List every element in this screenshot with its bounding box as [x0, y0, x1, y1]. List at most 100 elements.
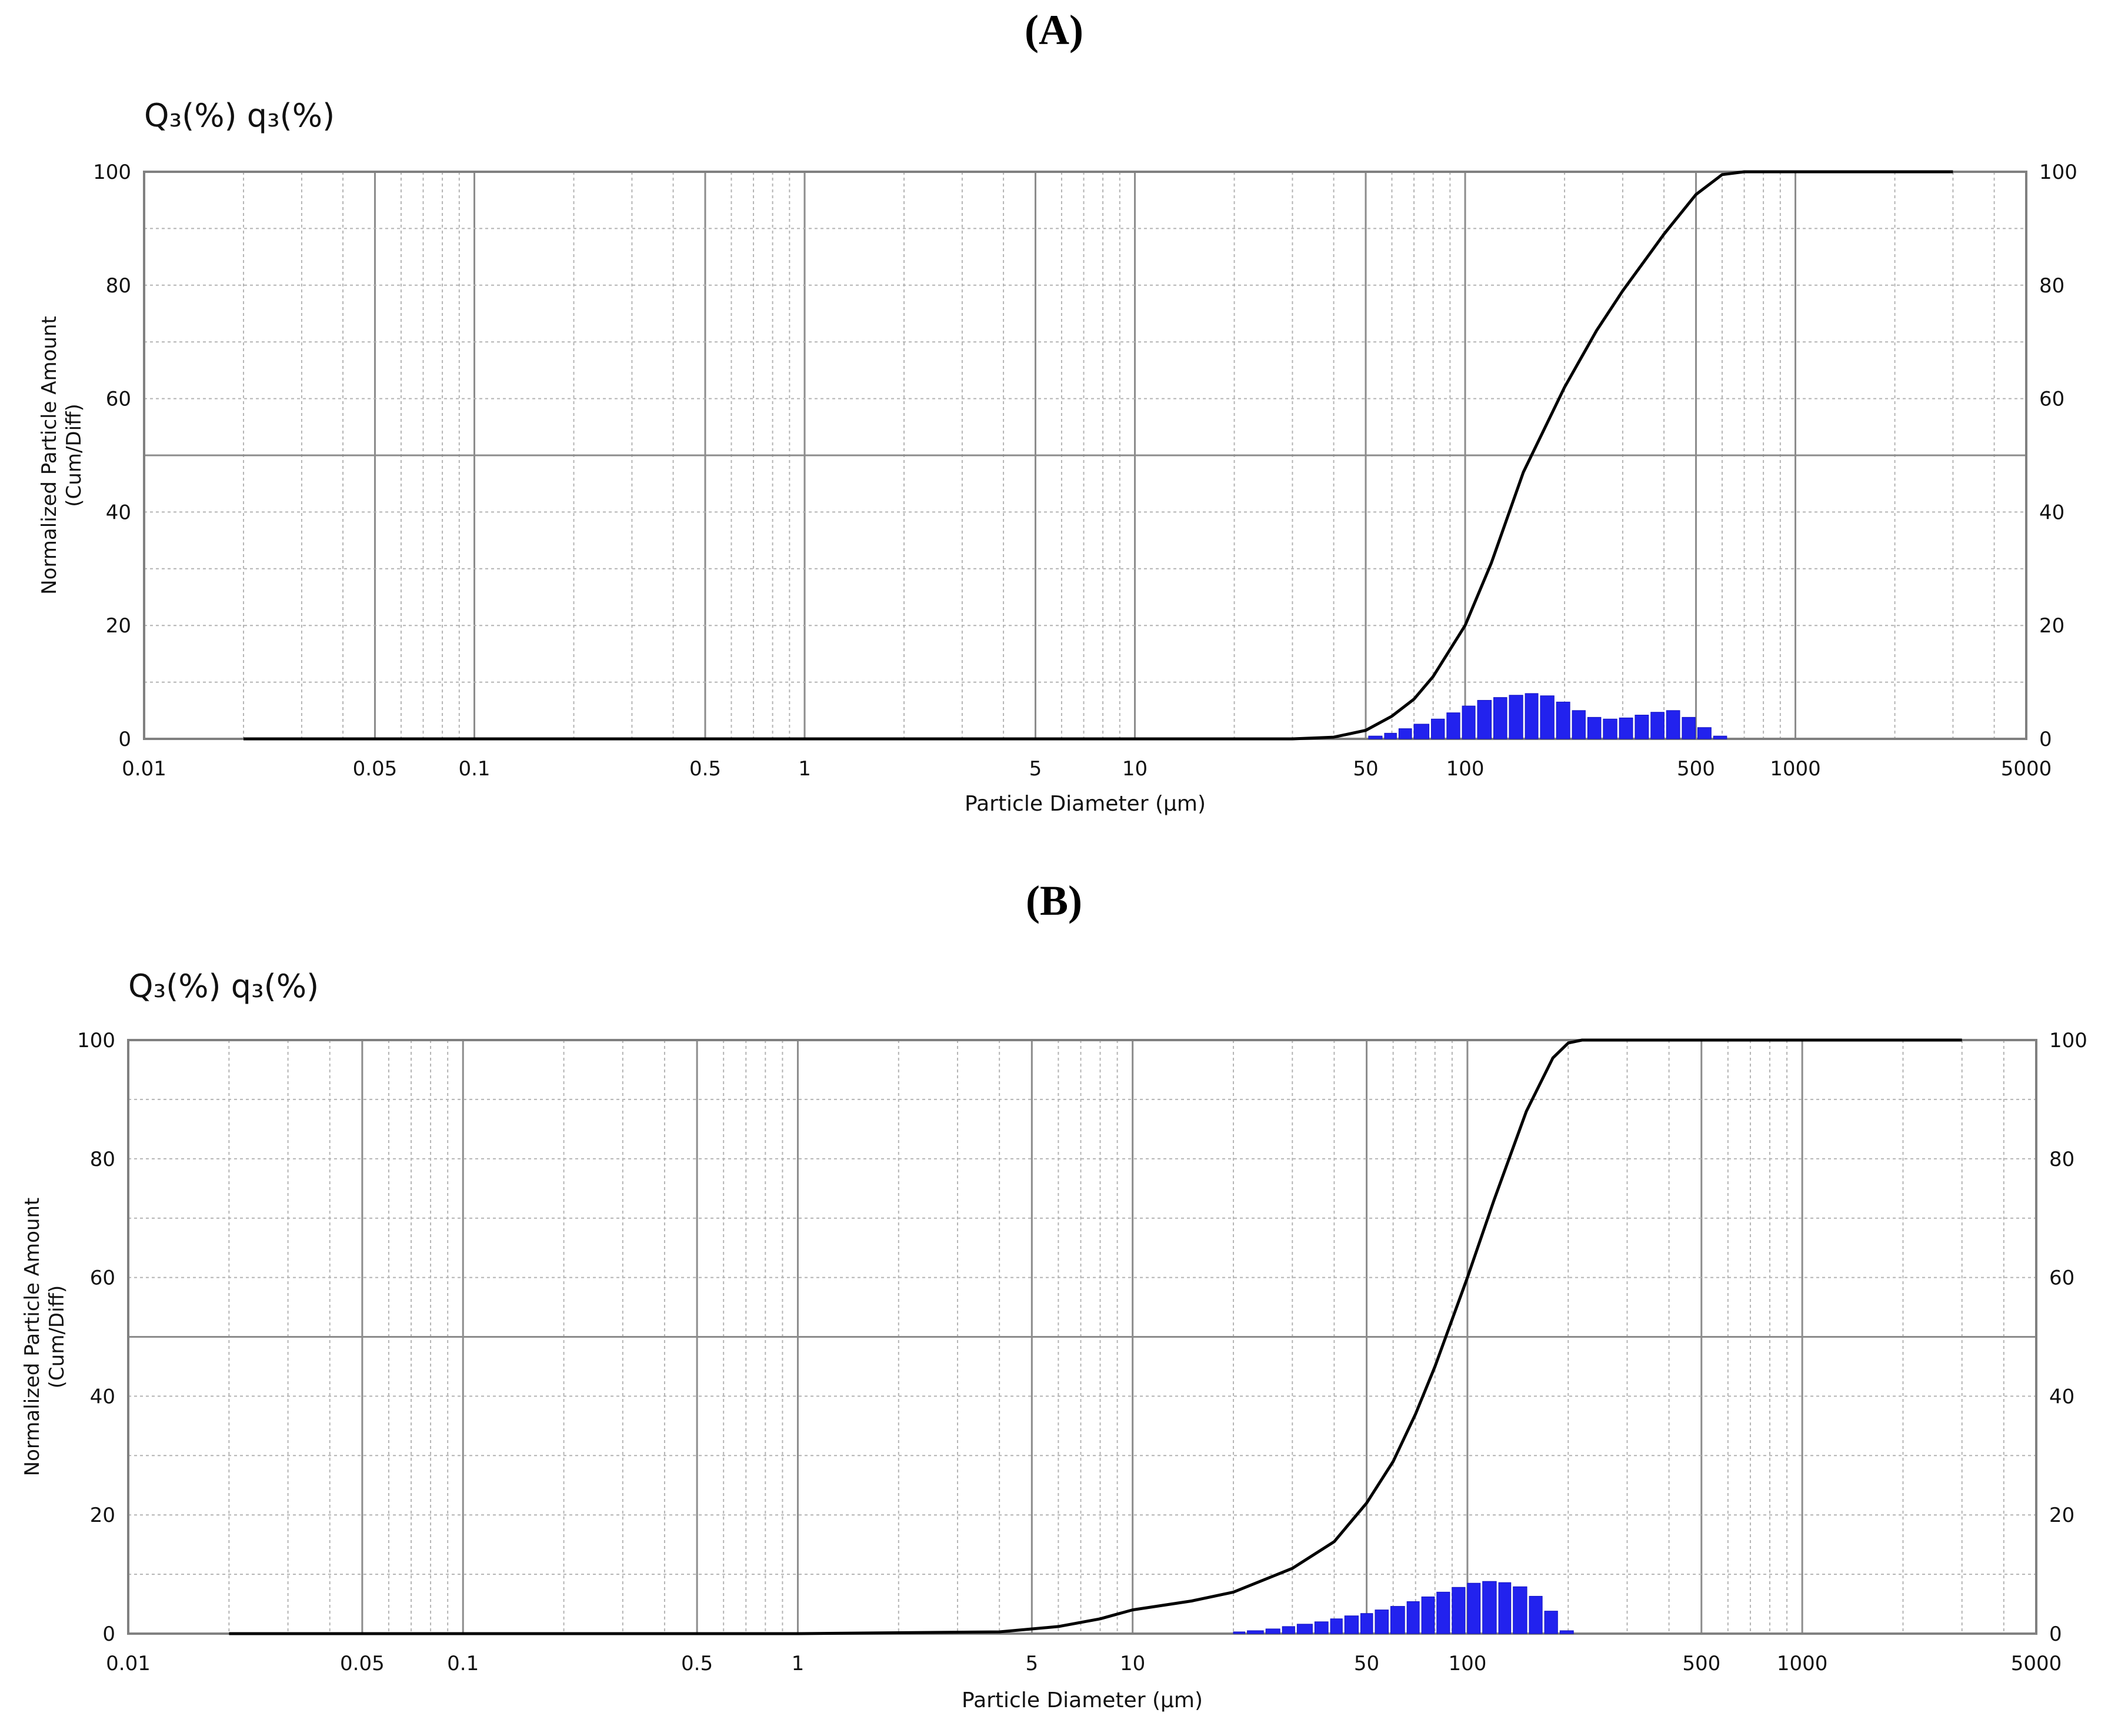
freq-bar	[1540, 695, 1555, 739]
x-tick-label: 1	[792, 1652, 805, 1675]
freq-bar	[1529, 1595, 1543, 1634]
panel-a-y-header: Q₃(%) q₃(%)	[144, 97, 335, 134]
y-axis-title: Normalized Particle Amount(Cum/Diff)	[38, 316, 86, 595]
y-tick-label-left: 100	[77, 1029, 115, 1052]
freq-bar	[1477, 699, 1492, 739]
x-tick-label: 0.1	[447, 1652, 479, 1675]
freq-bar	[1697, 727, 1712, 739]
freq-bar	[1436, 1591, 1450, 1634]
freq-bar	[1398, 728, 1412, 739]
x-tick-label: 1000	[1770, 757, 1821, 781]
y-tick-label-right: 60	[2039, 388, 2064, 411]
y-tick-label-right: 0	[2039, 728, 2052, 751]
freq-bar	[1666, 710, 1680, 739]
x-tick-label: 10	[1122, 757, 1148, 781]
freq-bar	[1462, 705, 1476, 739]
y-tick-label-left: 60	[106, 388, 131, 411]
x-tick-label: 5	[1029, 757, 1042, 781]
freq-bar	[1413, 724, 1430, 739]
y-tick-label-left: 40	[90, 1385, 115, 1408]
freq-bar	[1375, 1610, 1389, 1634]
y-tick-label-left: 80	[106, 274, 131, 298]
freq-bar	[1525, 693, 1539, 739]
panel-b-chart: 0.01 0.05 0.1 0.5 1 5 10 50 100 500 1000 5000 0 0 20 20…	[21, 1029, 2087, 1712]
freq-bar	[1587, 717, 1602, 739]
x-axis-title: Particle Diameter (µm)	[965, 792, 1206, 816]
freq-bar	[1544, 1611, 1558, 1634]
freq-bar	[1556, 701, 1570, 739]
y-tick-label-right: 80	[2039, 274, 2064, 298]
freq-bar	[1467, 1582, 1481, 1634]
x-tick-label: 5000	[2001, 757, 2052, 781]
freq-bar	[1713, 735, 1727, 739]
freq-bar	[1247, 1630, 1264, 1634]
freq-bar	[1509, 695, 1523, 739]
x-tick-label: 5	[1026, 1652, 1039, 1675]
freq-bar	[1635, 715, 1649, 739]
freq-bar	[1572, 710, 1586, 739]
freq-bar	[1446, 712, 1460, 739]
freq-bar	[1493, 697, 1507, 739]
freq-bar	[1650, 712, 1665, 739]
x-tick-label: 500	[1677, 757, 1715, 781]
y-tick-label-left: 100	[93, 161, 131, 184]
x-tick-label: 500	[1682, 1652, 1720, 1675]
freq-bar	[1513, 1586, 1527, 1634]
panel-a-chart: 0.01 0.05 0.1 0.5 1 5 10 50 100 500 1000 5000 0 0 20 20…	[38, 161, 2077, 816]
x-tick-label: 0.1	[458, 757, 490, 781]
panel-a-label: (A)	[1025, 6, 1083, 54]
y-tick-label-right: 20	[2039, 614, 2064, 638]
panel-b-label: (B)	[1026, 877, 1082, 924]
x-tick-label: 0.5	[689, 757, 721, 781]
frequency-bars	[1368, 693, 1727, 739]
y-tick-label-right: 0	[2049, 1622, 2062, 1646]
freq-bar	[1619, 717, 1633, 739]
freq-bar	[1682, 717, 1696, 739]
freq-bar	[1296, 1624, 1313, 1634]
freq-bar	[1452, 1587, 1466, 1634]
y-axis-title: Normalized Particle Amount(Cum/Diff)	[21, 1198, 69, 1477]
x-tick-label: 1000	[1777, 1652, 1828, 1675]
y-tick-label-right: 80	[2049, 1148, 2074, 1171]
freq-bar	[1384, 732, 1397, 739]
y-tick-label-right: 100	[2049, 1029, 2087, 1052]
x-tick-label: 0.01	[122, 757, 166, 781]
y-tick-label-left: 0	[102, 1622, 115, 1646]
x-tick-label: 100	[1446, 757, 1485, 781]
x-tick-label: 0.05	[340, 1652, 385, 1675]
freq-bar	[1233, 1631, 1246, 1634]
freq-bar	[1344, 1615, 1359, 1634]
freq-bar	[1603, 718, 1617, 739]
freq-bar	[1360, 1613, 1373, 1634]
freq-bar	[1390, 1606, 1405, 1634]
y-tick-label-left: 20	[106, 614, 131, 638]
y-tick-label-left: 0	[118, 728, 131, 751]
x-tick-label: 0.5	[681, 1652, 713, 1675]
y-tick-label-left: 40	[106, 501, 131, 524]
y-tick-label-left: 60	[90, 1267, 115, 1290]
grid	[127, 1040, 2037, 1634]
y-tick-label-left: 80	[90, 1148, 115, 1171]
y-tick-label-right: 40	[2049, 1385, 2074, 1408]
x-tick-label: 1	[798, 757, 811, 781]
freq-bar	[1421, 1596, 1435, 1634]
x-tick-label: 5000	[2011, 1652, 2062, 1675]
y-tick-label-right: 100	[2039, 161, 2077, 184]
plot-frame	[127, 1039, 2037, 1635]
x-tick-label: 10	[1120, 1652, 1145, 1675]
y-tick-label-left: 20	[90, 1504, 115, 1527]
freq-bar	[1265, 1628, 1280, 1634]
y-tick-label-right: 60	[2049, 1267, 2074, 1290]
freq-bar	[1282, 1626, 1295, 1634]
x-tick-label: 50	[1354, 1652, 1379, 1675]
x-axis-title: Particle Diameter (µm)	[962, 1688, 1203, 1712]
y-tick-label-right: 20	[2049, 1504, 2074, 1527]
x-tick-label: 0.05	[353, 757, 398, 781]
freq-bar	[1431, 718, 1445, 739]
frequency-bars	[1233, 1581, 1574, 1634]
freq-bar	[1406, 1601, 1420, 1634]
cumulative-curve	[229, 1038, 1962, 1635]
freq-bar	[1498, 1582, 1512, 1634]
cumulative-curve	[244, 170, 1953, 741]
x-tick-label: 0.01	[106, 1652, 151, 1675]
